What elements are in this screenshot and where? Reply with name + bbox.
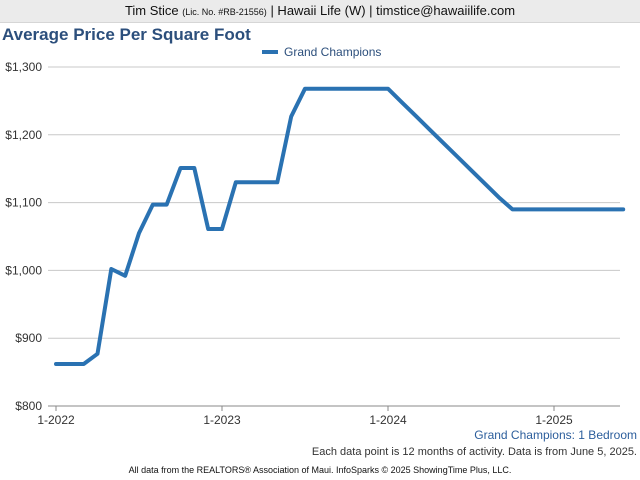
grid-lines <box>48 66 620 407</box>
legend-swatch <box>262 50 278 54</box>
x-tick-label: 1-2025 <box>535 413 573 427</box>
chart-title: Average Price Per Square Foot <box>2 25 251 44</box>
y-tick-label: $1,100 <box>5 196 42 210</box>
agent-details: | Hawaii Life (W) | timstice@hawaiilife.… <box>270 3 516 18</box>
data-series <box>54 86 626 366</box>
footer-credit: All data from the REALTORS® Association … <box>128 465 512 475</box>
y-tick-label: $900 <box>15 331 42 345</box>
x-tick-label: 1-2023 <box>203 413 241 427</box>
y-tick-label: $1,000 <box>5 263 42 277</box>
agent-license: (Lic. No. #RB-21556) <box>182 7 267 17</box>
x-tick-label: 1-2024 <box>369 413 407 427</box>
y-axis-ticks: $800 $900 $1,000 $1,100 $1,200 $1,300 <box>5 60 42 413</box>
legend-label: Grand Champions <box>284 45 382 59</box>
x-tick-label: 1-2022 <box>37 413 75 427</box>
x-axis-ticks: 1-2022 1-2023 1-2024 1-2025 <box>37 406 573 427</box>
y-tick-label: $1,300 <box>5 60 42 74</box>
chart-subtitle: Grand Champions: 1 Bedroom <box>474 428 637 442</box>
agent-header: Tim Stice (Lic. No. #RB-21556) | Hawaii … <box>0 0 640 23</box>
series-line[interactable] <box>54 86 626 366</box>
agent-name: Tim Stice <box>124 3 179 18</box>
data-note: Each data point is 12 months of activity… <box>311 446 637 458</box>
chart-legend[interactable]: Grand Champions <box>262 45 381 59</box>
y-tick-label: $800 <box>15 399 42 413</box>
y-tick-label: $1,200 <box>5 128 42 142</box>
